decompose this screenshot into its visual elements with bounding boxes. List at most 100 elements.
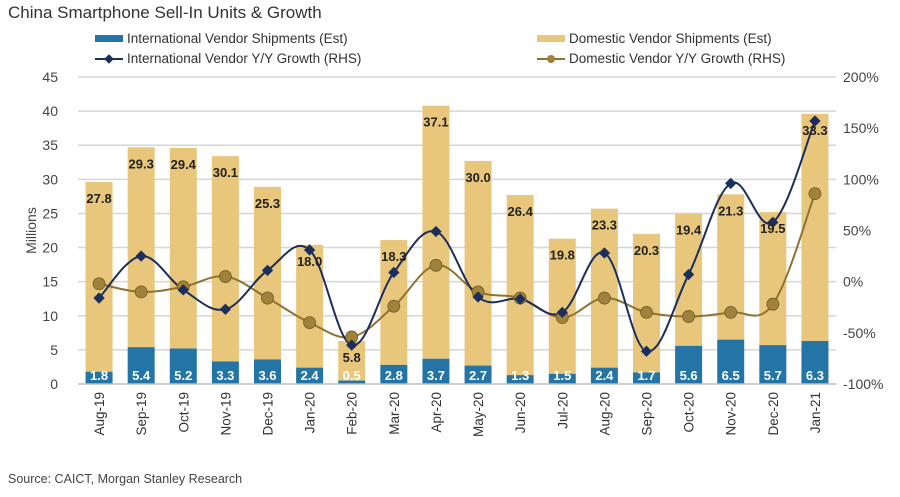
domestic-growth-point [766,297,780,311]
legend-item-international-growth: International Vendor Y/Y Growth (RHS) [95,51,361,66]
data-labels: 1.8 27.8 5.4 29.3 5.2 29.4 3.3 30.1 3.6 25.3 2.4 18… [86,115,827,383]
x-tick-label: Nov-19 [218,392,233,436]
data-label-international: 2.8 [385,368,403,383]
x-tick-label: Jun-20 [513,392,528,433]
data-label-domestic: 30.1 [213,165,238,180]
international-growth-point [598,247,611,259]
legend-label: Domestic Vendor Shipments (Est) [569,31,772,46]
international-growth-point [472,291,484,303]
international-growth-point [388,266,400,279]
bar-international [169,348,197,384]
bar-domestic [548,238,576,374]
data-label-international: 3.3 [216,368,234,383]
y-tick-label: 10 [42,308,58,324]
data-label-domestic: 5.8 [343,350,361,365]
source-note: Source: CAICT, Morgan Stanley Research [8,472,243,486]
data-label-domestic: 25.3 [255,196,280,211]
domestic-growth-point [387,299,401,313]
data-label-international: 1.3 [511,368,529,383]
gridlines [78,76,836,351]
data-label-domestic: 23.3 [592,218,617,233]
y-axis-label: Millions [23,207,39,254]
x-tick-label: Nov-20 [724,392,739,436]
legend-label: International Vendor Shipments (Est) [127,31,348,46]
bar-international [254,359,281,384]
legend-swatch-international-bar [95,35,123,42]
x-tick-label: Sep-20 [640,392,655,436]
data-label-international: 1.7 [637,368,655,383]
data-label-international: 1.5 [553,368,571,383]
y2-tick-label: 50% [843,223,871,239]
bar-international [211,361,239,384]
domestic-growth-point [724,305,738,319]
y-tick-label: 45 [42,69,58,85]
x-tick-label: Sep-19 [134,392,149,436]
data-label-international: 5.2 [174,368,192,383]
bar-international [85,371,113,384]
international-growth-point [725,177,737,190]
bar-international [506,375,534,384]
bar-international [127,347,155,384]
data-label-international: 2.4 [301,368,320,383]
bar-international [717,339,745,384]
bar-domestic [211,156,239,362]
x-tick-label: May-20 [471,392,486,437]
y-tick-label: 25 [42,205,58,221]
data-label-domestic: 33.3 [802,123,827,138]
international-growth-point [303,244,316,256]
y2-tick-label: 200% [843,69,879,85]
domestic-growth-point [597,291,611,305]
legend-item-domestic-shipments: Domestic Vendor Shipments (Est) [537,31,772,46]
international-growth-point [682,268,695,281]
bars [85,105,829,384]
bar-domestic [590,208,618,368]
domestic-growth-point [808,187,822,201]
data-label-domestic: 27.8 [86,191,111,206]
x-tick-label: Feb-20 [345,392,360,435]
bar-international [675,345,703,384]
domestic-growth-point [303,316,317,330]
legend-line-circle-icon [537,54,565,64]
international-growth-line [98,120,816,353]
bar-domestic [127,147,155,348]
international-growth-point [767,216,779,228]
bar-domestic [759,212,787,346]
data-label-domestic: 19.5 [760,221,785,236]
x-tick-label: Apr-20 [429,392,444,433]
domestic-growth-point [640,305,653,319]
data-label-international: 2.4 [595,368,614,383]
y-tick-label: 15 [42,274,58,290]
data-label-international: 3.6 [258,368,276,383]
x-tick-label: Mar-20 [387,392,402,435]
data-label-international: 6.3 [806,368,824,383]
international-growth-point [261,264,274,277]
x-tick-label: Jul-20 [555,392,570,429]
bar-domestic [85,182,113,372]
data-label-domestic: 20.3 [634,243,659,258]
domestic-growth-point [92,277,106,291]
data-label-domestic: 37.1 [423,115,448,130]
data-label-domestic: 29.4 [171,157,197,172]
y-tick-label: 5 [50,342,58,358]
x-tick-label: Jan-21 [808,392,823,433]
chart-plot: 1.8 27.8 5.4 29.3 5.2 29.4 3.3 30.1 3.6 25.3 2.4 18… [23,69,883,437]
bar-international [422,358,450,384]
domestic-growth-point [134,285,148,299]
y-tick-label: 35 [42,137,58,153]
international-growth-point [640,345,653,357]
x-tick-label: Oct-19 [176,392,191,433]
bar-international [590,367,618,384]
data-label-international: 3.7 [427,368,445,383]
y-tick-label: 30 [42,171,58,187]
bar-international [759,345,787,384]
x-tick-label: Dec-19 [261,392,276,436]
bar-domestic [464,160,492,366]
y-tick-label: 0 [50,376,58,392]
x-tick-label: Dec-20 [766,392,781,436]
chart-title: China Smartphone Sell-In Units & Growth [8,3,322,22]
bar-international [548,373,576,384]
x-tick-label: Aug-20 [597,392,612,436]
y2-tick-label: 100% [843,171,879,187]
data-label-international: 1.8 [90,368,108,383]
data-label-domestic: 19.4 [676,222,702,237]
